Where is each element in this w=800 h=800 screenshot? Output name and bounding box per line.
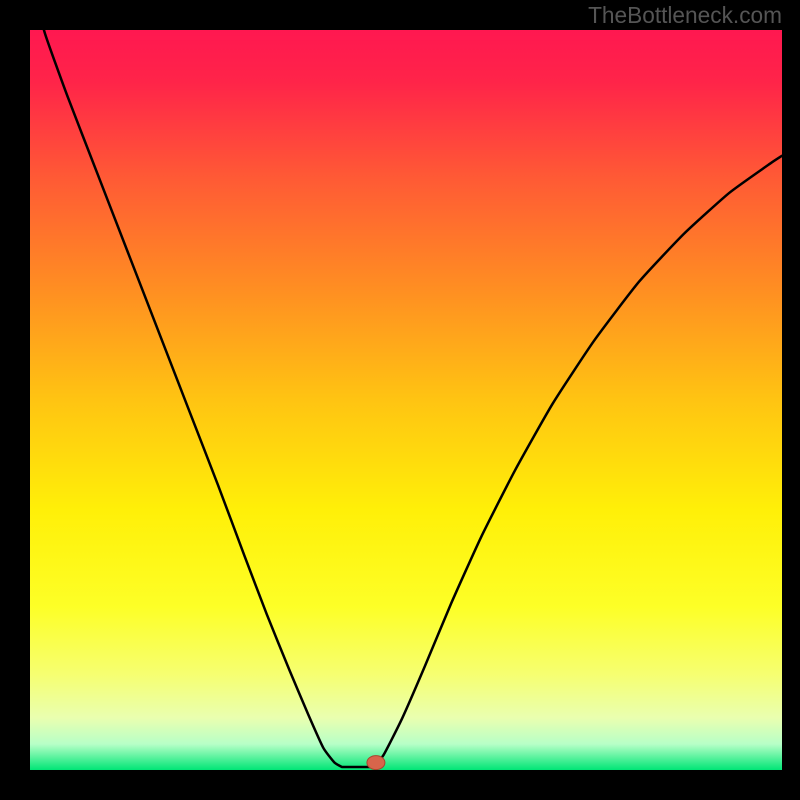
plot-area xyxy=(30,30,782,770)
bottleneck-curve xyxy=(30,30,782,767)
watermark-text: TheBottleneck.com xyxy=(588,2,782,29)
chart-frame: TheBottleneck.com xyxy=(0,0,800,800)
min-marker xyxy=(367,756,385,770)
curve-overlay xyxy=(30,30,782,770)
